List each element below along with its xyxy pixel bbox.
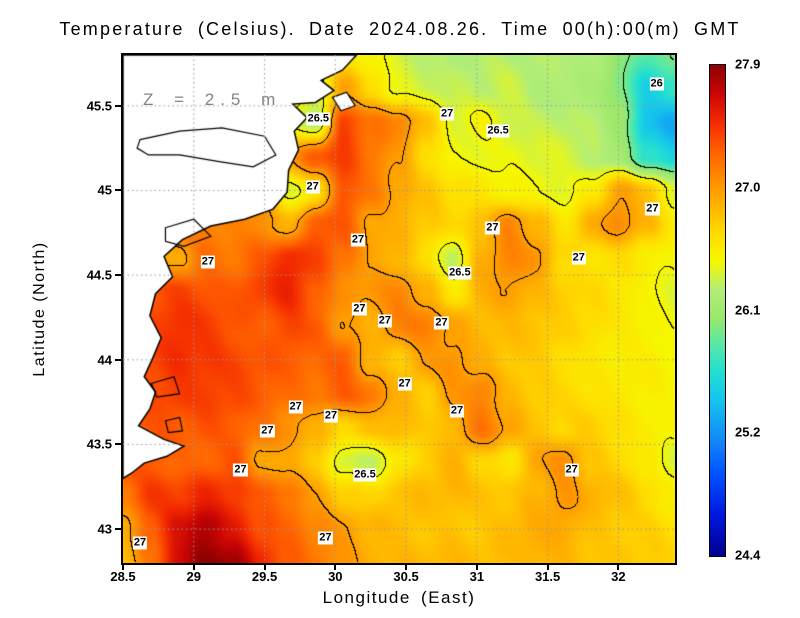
- y-tick-label: 43.5: [86, 436, 112, 452]
- x-tick-label: 31.5: [534, 569, 561, 584]
- y-axis-title: Latitude (North): [31, 241, 48, 377]
- contour-label: 27: [288, 400, 303, 414]
- x-tick-label: 30.5: [393, 569, 419, 584]
- x-tick-label: 31: [469, 569, 485, 584]
- x-tick-label: 29.5: [251, 569, 278, 584]
- contour-label: 27: [350, 233, 366, 247]
- y-tick-label: 45.5: [86, 98, 112, 114]
- x-tick-mark: [334, 564, 337, 570]
- contour-label: 26.5: [353, 468, 377, 482]
- contour-label: 27: [305, 180, 320, 194]
- contour-label: 26: [649, 77, 664, 91]
- y-tick-label: 45: [97, 182, 112, 198]
- x-tick-mark: [546, 564, 549, 570]
- y-tick-label: 44.5: [86, 267, 112, 283]
- contour-label: 27: [132, 536, 148, 550]
- colorbar-gradient: [709, 64, 726, 557]
- x-tick-label: 30: [328, 569, 343, 584]
- x-tick-label: 32: [611, 569, 626, 584]
- contour-label: 27: [352, 302, 367, 316]
- y-tick-mark: [115, 189, 121, 192]
- contour-label: 27: [397, 377, 412, 390]
- contour-label: 27: [564, 463, 579, 477]
- contour-label: 27: [439, 107, 455, 121]
- contour-label: 27: [434, 316, 449, 330]
- contour-label: 27: [233, 463, 248, 477]
- contour-label: 27: [323, 409, 339, 423]
- y-tick-mark: [115, 528, 121, 531]
- contour-label: 27: [449, 404, 465, 418]
- x-axis-title: Longitude (East): [322, 588, 476, 607]
- contour-label: 27: [200, 255, 216, 269]
- x-tick-label: 29: [186, 569, 201, 584]
- colorbar-tick-label: 24.4: [735, 547, 761, 563]
- contour-label: 27: [645, 202, 660, 216]
- depth-annotation: Z = 2.5 m: [143, 90, 282, 109]
- x-tick-mark: [122, 564, 124, 570]
- contour-label: 27: [318, 531, 333, 545]
- y-tick-label: 44: [97, 352, 112, 368]
- contour-label: 26.5: [448, 266, 472, 280]
- contour-label: 27: [571, 251, 586, 265]
- contour-label: 26.5: [486, 124, 510, 138]
- y-tick-label: 43: [97, 521, 112, 537]
- colorbar-tick-label: 27.0: [735, 179, 761, 195]
- plot-frame: [121, 53, 677, 565]
- y-tick-mark: [115, 104, 121, 107]
- x-tick-mark: [192, 564, 195, 570]
- contour-label: 26.5: [306, 112, 331, 126]
- x-tick-mark: [617, 564, 620, 570]
- temperature-heatmap: [123, 55, 675, 563]
- colorbar-tick-label: 26.1: [735, 302, 761, 317]
- x-tick-mark: [263, 564, 266, 570]
- y-tick-mark: [115, 443, 121, 446]
- contour-label: 27: [260, 424, 275, 438]
- colorbar-tick-label: 25.2: [735, 424, 761, 440]
- chart-title: Temperature (Celsius). Date 2024.08.26. …: [59, 19, 741, 39]
- y-tick-mark: [115, 274, 121, 277]
- contour-label: 27: [485, 221, 500, 235]
- y-tick-mark: [115, 358, 121, 361]
- x-tick-mark: [475, 564, 478, 570]
- x-tick-label: 28.5: [110, 569, 136, 584]
- x-tick-mark: [405, 564, 408, 570]
- contour-label: 27: [377, 314, 392, 328]
- colorbar-tick-label: 27.9: [735, 56, 761, 72]
